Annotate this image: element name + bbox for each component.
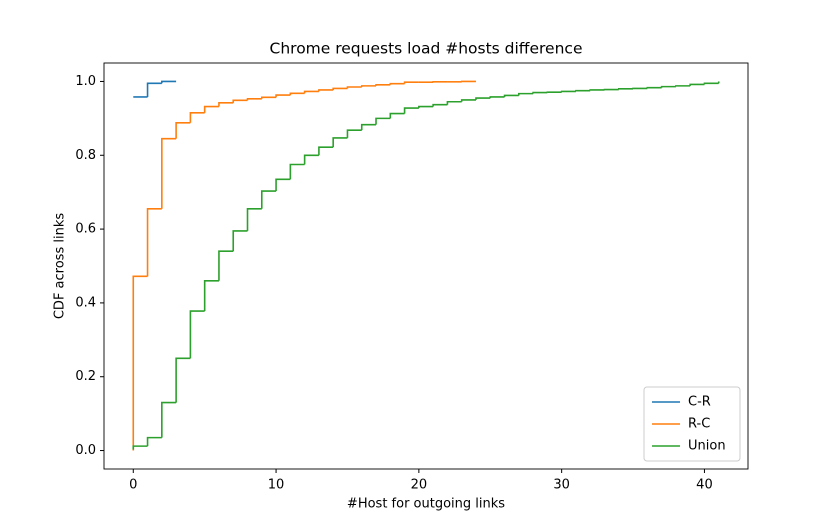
series-line — [133, 80, 177, 98]
x-tick-label: 0 — [129, 478, 137, 493]
step-segment — [146, 82, 162, 97]
series-line — [132, 81, 720, 450]
step-segment — [617, 88, 634, 90]
step-segment — [703, 82, 719, 85]
step-segment — [161, 137, 177, 209]
step-segment — [232, 230, 248, 252]
step-segment — [560, 90, 576, 93]
step-segment — [318, 89, 334, 92]
step-segment — [203, 105, 219, 113]
step-segment — [175, 357, 191, 403]
step-segment — [146, 436, 162, 447]
y-axis-label: CDF across links — [53, 213, 68, 319]
step-segment — [689, 83, 705, 86]
step-segment — [260, 190, 277, 209]
step-segment — [189, 112, 205, 123]
step-segment — [218, 102, 234, 107]
step-segment — [260, 96, 277, 99]
step-segment — [375, 83, 391, 86]
step-segment — [289, 92, 305, 96]
step-segment — [375, 117, 391, 125]
step-segment — [303, 90, 319, 94]
y-tick-label: 0.6 — [75, 222, 96, 237]
step-segment — [389, 82, 405, 85]
step-segment — [346, 86, 362, 89]
step-segment — [589, 89, 605, 91]
step-segment — [332, 137, 348, 148]
step-segment — [132, 445, 148, 450]
step-segment — [360, 123, 377, 131]
step-segment — [161, 401, 177, 438]
step-segment — [575, 89, 591, 92]
x-tick-label: 30 — [553, 478, 570, 493]
x-axis-label: #Host for outgoing links — [347, 497, 505, 512]
step-segment — [403, 107, 419, 114]
step-segment — [475, 97, 491, 100]
step-segment — [232, 99, 248, 103]
step-segment — [132, 275, 148, 451]
step-segment — [246, 98, 262, 101]
step-segment — [146, 207, 162, 277]
y-tick-label: 0.8 — [75, 148, 96, 163]
step-segment — [675, 85, 691, 87]
series-line — [132, 80, 476, 451]
y-tick-label: 1.0 — [75, 74, 96, 89]
y-tick-label: 0.2 — [75, 369, 96, 384]
legend-box — [643, 386, 741, 462]
plot-frame — [103, 62, 749, 470]
step-segment — [275, 94, 291, 98]
step-segment — [660, 85, 676, 88]
step-segment — [303, 154, 319, 165]
step-segment — [275, 178, 291, 192]
step-segment — [389, 112, 405, 119]
legend-label: R-C — [688, 417, 710, 432]
step-segment — [332, 87, 348, 90]
chart-title: Chrome requests load #hosts difference — [270, 40, 583, 58]
step-segment — [503, 94, 519, 97]
step-segment — [203, 279, 219, 312]
step-segment — [189, 310, 205, 359]
step-segment — [218, 250, 234, 281]
step-segment — [161, 80, 177, 84]
x-tick-label: 10 — [268, 478, 285, 493]
legend-label: C-R — [688, 395, 711, 410]
step-segment — [418, 105, 434, 109]
step-segment — [460, 99, 476, 102]
step-segment — [489, 96, 505, 99]
step-segment — [289, 163, 305, 180]
x-tick-label: 20 — [411, 478, 428, 493]
legend-label: Union — [688, 439, 726, 454]
y-tick-label: 0.0 — [75, 443, 96, 458]
step-segment — [175, 121, 191, 139]
step-segment — [432, 103, 448, 107]
step-segment — [360, 85, 377, 87]
step-segment — [518, 92, 534, 96]
step-segment — [446, 100, 462, 105]
step-segment — [246, 207, 262, 231]
x-tick-label: 40 — [696, 478, 713, 493]
y-tick-label: 0.4 — [75, 295, 96, 310]
step-segment — [532, 91, 548, 94]
step-segment — [646, 86, 662, 89]
step-segment — [403, 81, 419, 84]
step-segment — [346, 129, 362, 138]
step-segment — [318, 146, 334, 156]
